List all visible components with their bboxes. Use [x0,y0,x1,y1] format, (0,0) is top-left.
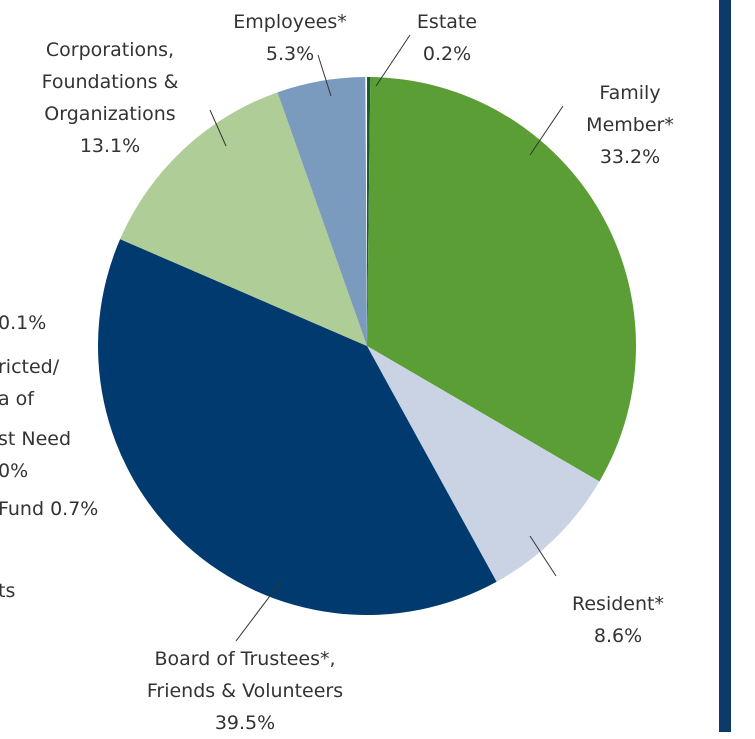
leader-line [209,109,227,147]
side-border [719,0,731,732]
pie-slice [367,346,600,582]
slice-label: Resident* 8.6% [572,588,664,652]
leader-line [529,535,557,577]
pie-slice [98,239,497,615]
value-label: 8.6% [593,625,643,647]
category-label: Corporations, Foundations & Organization… [41,39,179,125]
category-label: Board of Trustees*, Friends & Volunteers [146,648,344,702]
slice-label: Corporations, Foundations & Organization… [42,34,179,162]
leader-line [317,54,332,97]
value-label: 33.2% [599,146,661,168]
category-label: Estate [416,11,478,33]
cropped-label: st Need [0,428,72,450]
leader-line [235,579,283,642]
slice-label: Employees* 5.3% [233,6,347,70]
slice-label: Family Member* 33.2% [568,77,693,173]
leader-line [529,105,564,156]
cropped-label: ts [0,580,16,602]
cropped-label: ricted/ [0,356,60,378]
category-label: Family Member* [586,82,674,136]
cropped-label: 0% [0,460,29,482]
cropped-label: a of [0,388,34,410]
pie-slice [367,77,371,346]
slice-label: Estate 0.2% [417,6,477,70]
pie-slice [367,77,636,482]
value-label: 39.5% [214,712,276,734]
category-label: Employees* [233,11,347,33]
value-label: 0.2% [422,43,472,65]
cropped-label: Fund 0.7% [0,498,99,520]
category-label: Resident* [572,593,664,615]
cropped-label: 0.1% [0,312,47,334]
pie-slice [277,77,367,346]
value-label: 13.1% [79,135,141,157]
pie-slice [120,92,367,347]
leader-line [375,34,411,87]
slice-label: Board of Trustees*, Friends & Volunteers… [147,643,343,739]
value-label: 5.3% [265,43,315,65]
